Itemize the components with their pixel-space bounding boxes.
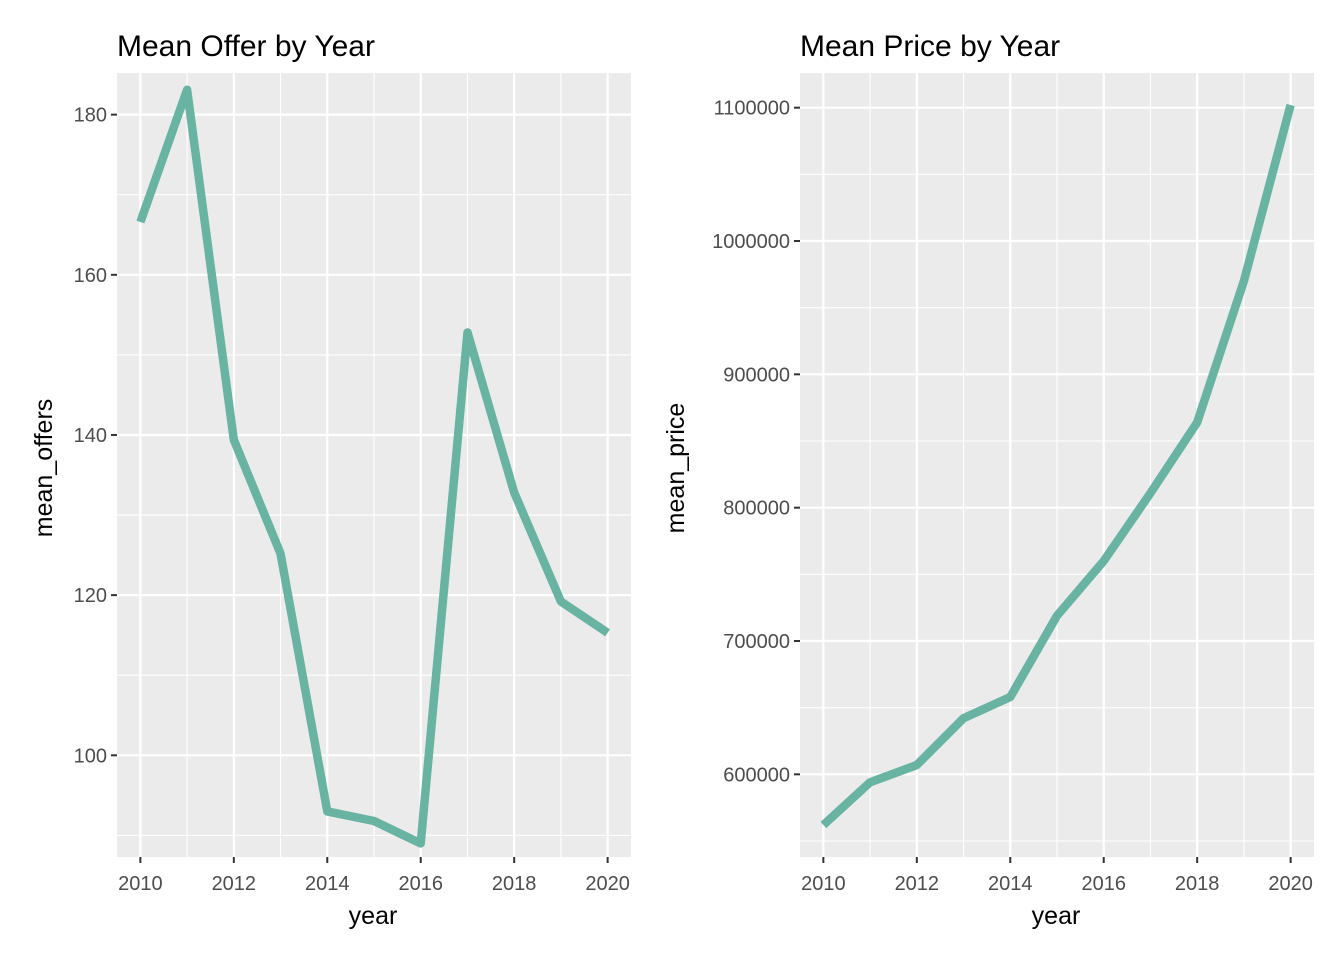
offers-x-tick-label: 2012 (212, 873, 257, 895)
price-x-tick-label: 2014 (988, 873, 1033, 895)
price-x-tick-label: 2018 (1175, 873, 1220, 895)
offers-x-tick-label: 2018 (492, 873, 537, 895)
price-y-tick-label: 900000 (723, 364, 790, 386)
price-plot-area: 2010 2012 2014 2016 2018 2020 600000 700000 8000… (712, 73, 1314, 895)
price-y-tick-label: 600000 (723, 764, 790, 786)
offers-x-tick-label: 2016 (398, 873, 443, 895)
offers-x-axis-title: year (349, 902, 398, 930)
price-chart: 2010 2012 2014 2016 2018 2020 600000 700000 8000… (662, 30, 1314, 930)
offers-x-tick-label: 2014 (305, 873, 350, 895)
price-chart-title: Mean Price by Year (800, 30, 1060, 63)
offers-y-tick-label: 140 (74, 425, 107, 447)
offers-x-tick-label: 2010 (118, 873, 163, 895)
offers-chart-title: Mean Offer by Year (117, 30, 375, 63)
price-x-tick-label: 2010 (801, 873, 846, 895)
offers-y-tick-label: 120 (74, 585, 107, 607)
offers-chart: 2010 2012 2014 2016 2018 2020100120140160180 … (30, 30, 631, 930)
offers-y-tick-label: 180 (74, 105, 107, 127)
price-x-tick-label: 2016 (1081, 873, 1126, 895)
offers-series-line (136, 85, 610, 848)
price-series-line (820, 103, 1295, 829)
price-y-tick-label: 1100000 (714, 98, 790, 120)
price-y-axis-title: mean_price (662, 403, 690, 534)
offers-y-tick-label: 160 (74, 265, 107, 287)
price-x-axis-title: year (1032, 902, 1081, 930)
offers-x-tick-label: 2020 (585, 873, 630, 895)
price-y-tick-label: 1000000 (712, 231, 790, 253)
offers-y-axis-title: mean_offers (30, 399, 58, 538)
price-y-tick-label: 700000 (723, 631, 790, 653)
price-x-tick-label: 2020 (1268, 873, 1313, 895)
price-y-tick-label: 800000 (723, 498, 790, 520)
offers-plot-area: 2010 2012 2014 2016 2018 2020 100 120 140 160 180 (74, 73, 631, 895)
price-x-tick-label: 2012 (895, 873, 940, 895)
offers-y-tick-label: 100 (74, 745, 107, 767)
